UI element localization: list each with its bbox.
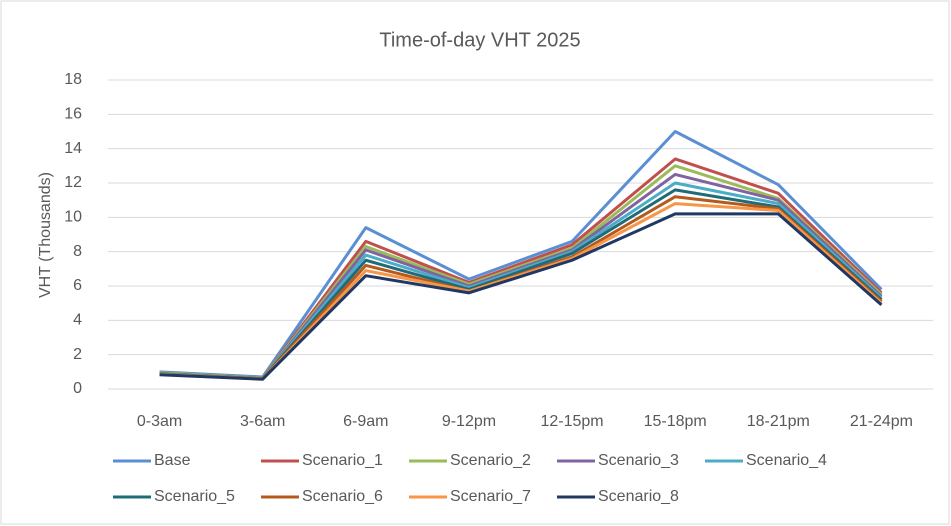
x-tick-label: 3-6am — [240, 413, 285, 430]
x-tick-label: 9-12pm — [442, 413, 496, 430]
chart-title: Time-of-day VHT 2025 — [379, 29, 580, 51]
x-tick-label: 6-9am — [343, 413, 388, 430]
legend-label: Scenario_8 — [598, 488, 679, 505]
y-tick-label: 18 — [64, 71, 82, 88]
y-tick-label: 4 — [73, 312, 82, 329]
y-tick-label: 8 — [73, 243, 82, 260]
series-line — [159, 130, 883, 379]
y-tick-label: 2 — [73, 346, 82, 363]
x-tick-label: 18-21pm — [747, 413, 810, 430]
y-tick-label: 16 — [64, 106, 82, 123]
x-tick-label: 21-24pm — [850, 413, 913, 430]
x-tick-label: 15-18pm — [644, 413, 707, 430]
y-tick-label: 0 — [73, 380, 82, 397]
y-axis-label: VHT (Thousands) — [37, 172, 54, 298]
x-tick-label: 0-3am — [137, 413, 182, 430]
series-line — [159, 212, 883, 381]
legend-label: Base — [154, 452, 191, 469]
legend-label: Scenario_3 — [598, 452, 679, 469]
y-tick-label: 6 — [73, 277, 82, 294]
legend-label: Scenario_1 — [302, 452, 383, 469]
y-tick-label: 12 — [64, 174, 82, 191]
legend-label: Scenario_2 — [450, 452, 531, 469]
y-tick-label: 14 — [64, 140, 82, 157]
legend-label: Scenario_4 — [746, 452, 827, 469]
legend-label: Scenario_5 — [154, 488, 235, 505]
y-tick-label: 10 — [64, 209, 82, 226]
legend-label: Scenario_7 — [450, 488, 531, 505]
x-tick-label: 12-15pm — [540, 413, 603, 430]
legend-label: Scenario_6 — [302, 488, 383, 505]
